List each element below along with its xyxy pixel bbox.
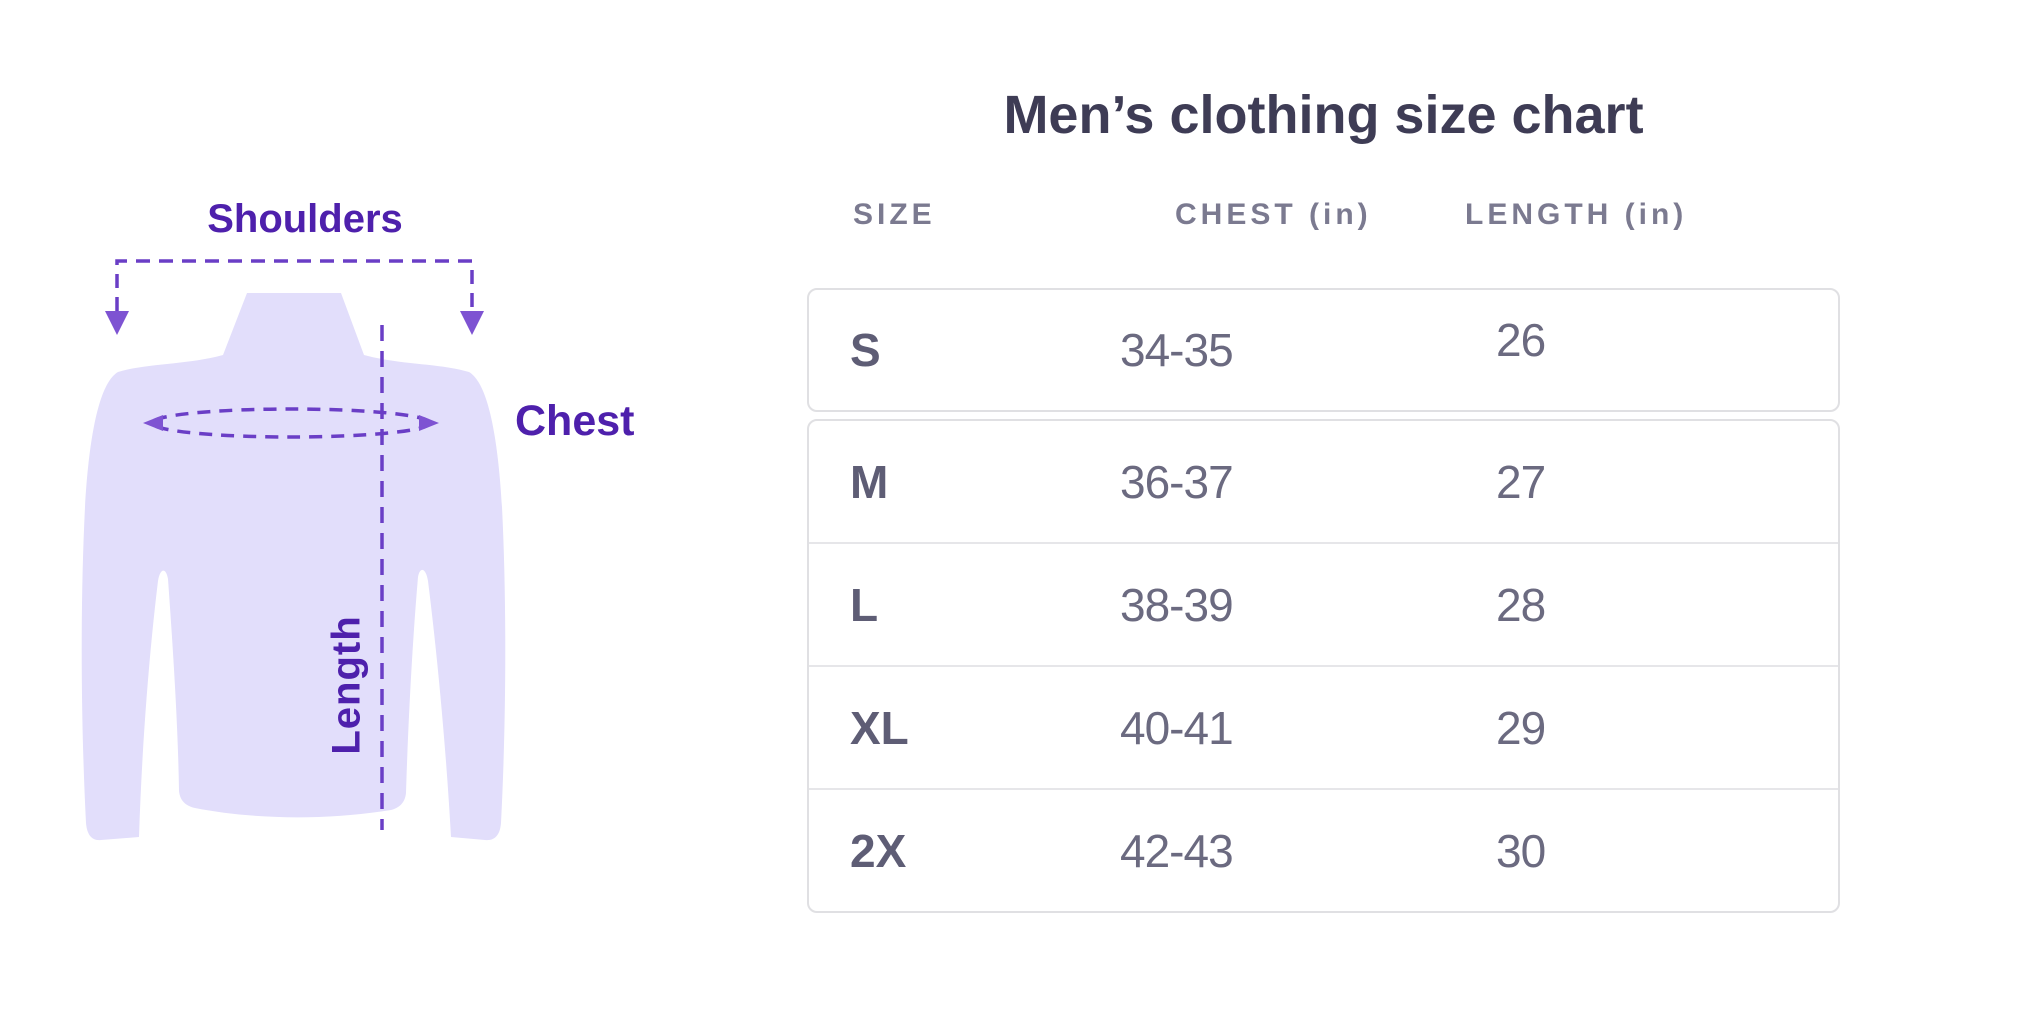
size-chart: Men’s clothing size chart SIZE CHEST (in… bbox=[807, 0, 1840, 1020]
length-cell: 27 bbox=[1496, 455, 1546, 508]
chest-label: Chest bbox=[515, 397, 635, 445]
shoulders-measure-arrow bbox=[115, 259, 474, 311]
length-cell: 28 bbox=[1496, 578, 1546, 631]
chest-cell: 36-37 bbox=[1120, 455, 1234, 508]
length-cell: 26 bbox=[1496, 314, 1546, 366]
shirt-silhouette bbox=[81, 293, 506, 841]
length-label: Length bbox=[324, 615, 369, 755]
column-header-chest: CHEST (in) bbox=[1175, 198, 1372, 231]
size-cell: M bbox=[850, 455, 889, 508]
size-cell: XL bbox=[850, 701, 909, 754]
table-header-row: SIZE CHEST (in) LENGTH (in) bbox=[807, 198, 1840, 232]
shirt-illustration bbox=[81, 259, 506, 841]
table-row: 2X 42-43 30 bbox=[809, 788, 1838, 911]
chest-cell: 42-43 bbox=[1120, 824, 1234, 877]
table-row: XL 40-41 29 bbox=[809, 665, 1838, 788]
column-header-length: LENGTH (in) bbox=[1465, 198, 1688, 231]
column-header-size: SIZE bbox=[853, 198, 936, 231]
chest-arrowheads bbox=[143, 415, 439, 431]
shirt-measurement-diagram: Shoulders Chest Length bbox=[55, 185, 634, 865]
size-cell: 2X bbox=[850, 824, 907, 877]
chest-cell: 34-35 bbox=[1120, 324, 1234, 376]
table-box-sizes-m-2x: M 36-37 27 L 38-39 28 XL 40-41 29 2X 42-… bbox=[807, 419, 1840, 913]
shoulders-arrowheads bbox=[105, 311, 484, 335]
size-cell: L bbox=[850, 578, 879, 631]
table-row: S 34-35 26 bbox=[809, 290, 1838, 410]
chest-cell: 38-39 bbox=[1120, 578, 1234, 631]
table-row: L 38-39 28 bbox=[809, 542, 1838, 665]
table-box-size-s: S 34-35 26 bbox=[807, 288, 1840, 412]
table-row: M 36-37 27 bbox=[809, 421, 1838, 542]
length-cell: 30 bbox=[1496, 824, 1546, 877]
size-cell: S bbox=[850, 324, 881, 376]
chart-title: Men’s clothing size chart bbox=[1003, 85, 1644, 145]
shoulders-label: Shoulders bbox=[207, 197, 403, 241]
length-cell: 29 bbox=[1496, 701, 1546, 754]
chest-cell: 40-41 bbox=[1120, 701, 1234, 754]
